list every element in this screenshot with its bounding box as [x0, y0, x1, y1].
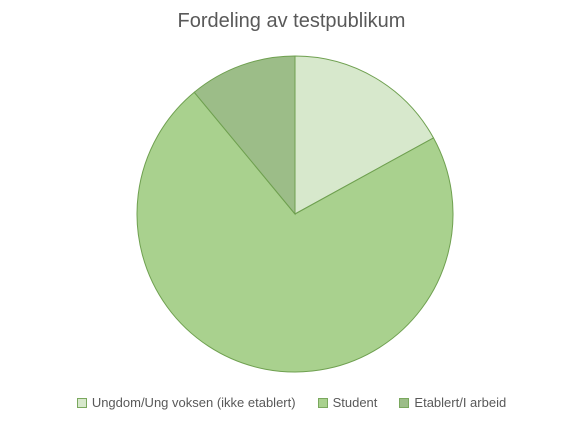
- legend-item-etablert: Etablert/I arbeid: [399, 395, 506, 410]
- legend-item-student: Student: [317, 395, 378, 410]
- pie-slices: [136, 55, 454, 373]
- pie-slice-student: [136, 91, 454, 373]
- legend-swatch-etablert: [399, 397, 410, 408]
- chart-title: Fordeling av testpublikum: [177, 10, 406, 32]
- legend-item-ungdom: Ungdom/Ung voksen (ikke etablert): [76, 395, 296, 410]
- pie-slice-ungdom: [294, 55, 435, 215]
- pie-slice-etablert: [193, 55, 296, 216]
- legend-label-etablert: Etablert/I arbeid: [414, 395, 507, 410]
- legend-swatch-ungdom: [76, 397, 87, 408]
- legend-swatch-student: [317, 397, 328, 408]
- legend: Ungdom/Ung voksen (ikke etablert) Studen…: [0, 395, 583, 410]
- legend-label-student: Student: [332, 395, 378, 410]
- legend-label-ungdom: Ungdom/Ung voksen (ikke etablert): [91, 395, 296, 410]
